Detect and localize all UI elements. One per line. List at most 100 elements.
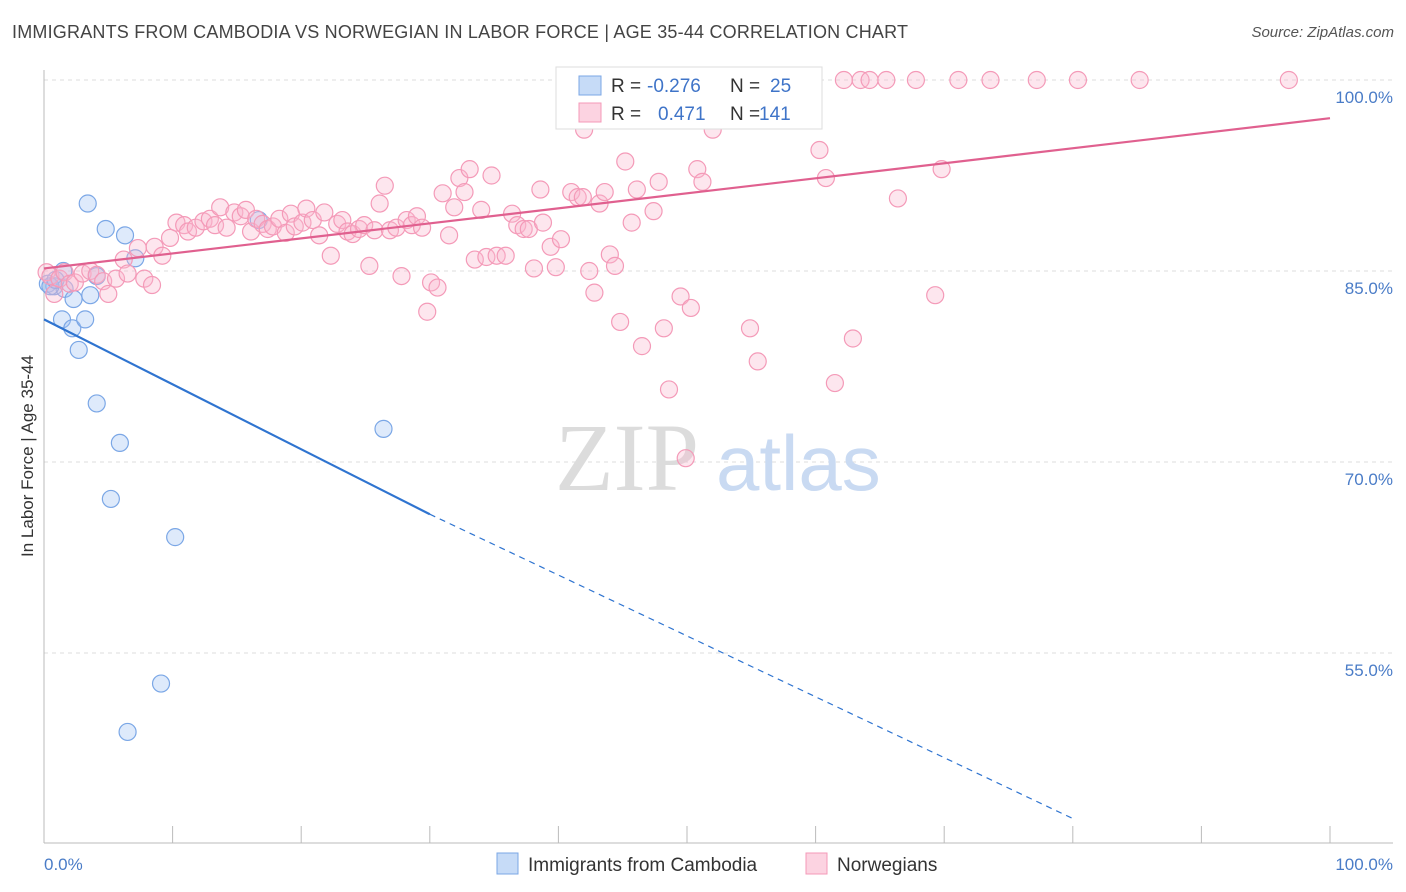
series-legend-swatch-norwegians <box>805 852 828 875</box>
point-norwegians-109 <box>659 380 679 399</box>
point-norwegians-103 <box>627 180 646 199</box>
trend-line-cambodia <box>43 318 431 516</box>
point-norwegians-136 <box>949 70 968 90</box>
y-tick-labels: 100.0% 85.0% 70.0% 55.0% <box>1335 88 1393 680</box>
point-cambodia-15 <box>69 340 88 360</box>
trend-line-cambodia-extension <box>429 513 1074 820</box>
trend-line-norwegians <box>43 117 1331 270</box>
point-norwegians-56 <box>370 194 389 213</box>
point-norwegians-68 <box>433 184 452 203</box>
axes <box>43 70 1393 844</box>
point-norwegians-57 <box>375 176 394 195</box>
point-norwegians-88 <box>546 258 565 277</box>
point-norwegians-126 <box>825 373 844 393</box>
y-tick-label-3: 55.0% <box>1345 661 1393 680</box>
point-norwegians-102 <box>622 213 641 232</box>
stats-legend-n-value-cambodia: 25 <box>770 76 791 97</box>
watermark: ZIP atlas <box>555 404 881 511</box>
x-tick-label-max: 100.0% <box>1335 855 1393 874</box>
point-norwegians-106 <box>644 202 663 221</box>
grid-lines <box>44 79 1393 654</box>
point-norwegians-134 <box>926 286 945 305</box>
point-norwegians-99 <box>605 256 625 276</box>
point-norwegians-124 <box>810 140 829 160</box>
point-norwegians-14 <box>118 264 137 283</box>
point-norwegians-131 <box>877 70 896 90</box>
point-norwegians-12 <box>106 269 126 288</box>
stats-legend-n-label-cambodia: N = <box>730 76 760 97</box>
point-norwegians-138 <box>1027 70 1046 90</box>
point-norwegians-64 <box>412 218 432 237</box>
point-norwegians-111 <box>671 287 690 306</box>
point-norwegians-86 <box>533 213 553 232</box>
point-norwegians-47 <box>321 246 340 265</box>
point-cambodia-8 <box>81 286 100 305</box>
point-norwegians-74 <box>465 250 484 269</box>
point-norwegians-127 <box>834 70 853 90</box>
point-norwegians-73 <box>460 160 479 179</box>
point-norwegians-11 <box>99 284 118 304</box>
point-norwegians-2 <box>45 284 64 304</box>
y-tick-label-1: 85.0% <box>1345 279 1393 298</box>
point-norwegians-77 <box>482 166 501 185</box>
point-cambodia-9 <box>76 310 95 329</box>
point-norwegians-79 <box>496 246 515 265</box>
watermark-zip: ZIP <box>555 404 699 511</box>
chart-source: Source: ZipAtlas.com <box>1251 24 1394 41</box>
point-cambodia-17 <box>110 433 129 452</box>
point-norwegians-87 <box>541 237 560 256</box>
point-norwegians-28 <box>211 198 230 217</box>
point-norwegians-107 <box>649 172 668 191</box>
point-norwegians-61 <box>397 210 416 230</box>
y-tick-label-2: 70.0% <box>1345 470 1393 489</box>
stats-legend: R = -0.276 N = 25 R = 0.471 N = 141 <box>555 66 823 130</box>
stats-legend-swatch-norwegians <box>578 102 602 123</box>
series-legend-swatch-cambodia <box>496 852 519 875</box>
point-norwegians-72 <box>455 182 474 202</box>
point-norwegians-94 <box>580 261 599 281</box>
stats-legend-n-label-norwegians: N = <box>730 104 760 125</box>
point-norwegians-17 <box>142 275 162 295</box>
series-legend: Immigrants from Cambodia Norwegians <box>496 852 937 876</box>
point-norwegians-60 <box>392 266 411 286</box>
point-norwegians-65 <box>418 302 437 321</box>
point-cambodia-12 <box>96 219 115 239</box>
point-norwegians-43 <box>297 199 316 218</box>
series-legend-label-cambodia: Immigrants from Cambodia <box>528 855 758 876</box>
point-norwegians-95 <box>585 283 604 302</box>
point-norwegians-69 <box>439 226 459 245</box>
point-norwegians-113 <box>681 298 700 318</box>
point-norwegians-140 <box>1130 70 1149 90</box>
trend-lines <box>43 117 1331 820</box>
point-norwegians-92 <box>573 188 592 207</box>
point-norwegians-53 <box>355 216 374 235</box>
point-norwegians-130 <box>860 70 879 90</box>
x-tick-label-min: 0.0% <box>44 855 83 874</box>
point-norwegians-132 <box>888 189 908 208</box>
stats-legend-r-label-cambodia: R = <box>611 76 641 97</box>
point-norwegians-70 <box>445 198 464 217</box>
point-cambodia-21 <box>118 722 137 742</box>
point-norwegians-133 <box>906 70 926 90</box>
point-cambodia-18 <box>101 489 120 509</box>
stats-legend-swatch-cambodia <box>578 75 602 96</box>
y-tick-label-0: 100.0% <box>1335 88 1393 107</box>
series-legend-label-norwegians: Norwegians <box>837 855 937 876</box>
point-norwegians-15 <box>128 238 147 258</box>
point-cambodia-19 <box>166 528 185 547</box>
point-norwegians-97 <box>595 182 614 202</box>
point-norwegians-104 <box>632 337 652 356</box>
point-norwegians-120 <box>748 352 767 371</box>
chart-title: IMMIGRANTS FROM CAMBODIA VS NORWEGIAN IN… <box>12 22 909 42</box>
stats-legend-r-value-norwegians: 0.471 <box>658 104 706 125</box>
point-norwegians-100 <box>611 312 630 332</box>
y-axis-title: In Labor Force | Age 35-44 <box>18 355 37 557</box>
point-cambodia-6 <box>64 289 83 309</box>
point-norwegians-115 <box>693 172 712 191</box>
stats-legend-r-label-norwegians: R = <box>611 104 641 125</box>
point-norwegians-128 <box>843 329 862 348</box>
point-norwegians-20 <box>160 228 180 247</box>
point-norwegians-112 <box>676 449 695 468</box>
point-norwegians-29 <box>217 218 236 237</box>
